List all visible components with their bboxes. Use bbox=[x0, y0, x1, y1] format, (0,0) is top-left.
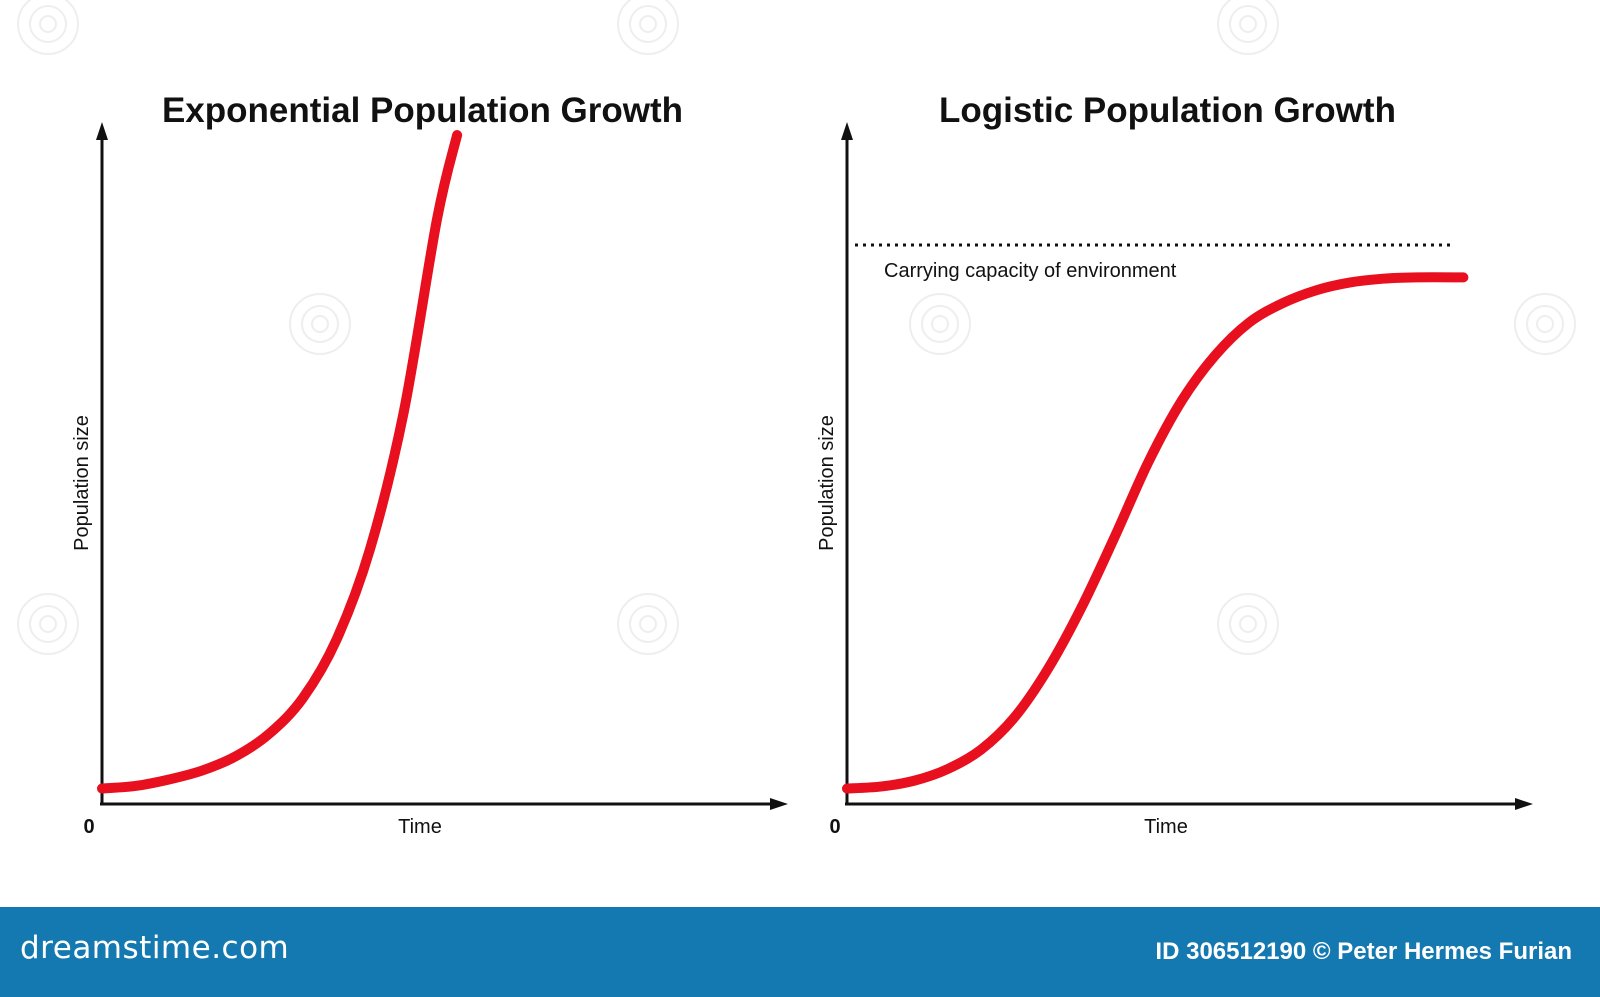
figure: Exponential Population Growth Logistic P… bbox=[17, 0, 1576, 838]
chart-title-logistic: Logistic Population Growth bbox=[939, 91, 1396, 130]
x-axis-arrow bbox=[1515, 798, 1533, 810]
origin-label: 0 bbox=[829, 816, 840, 838]
x-axis-label: Time bbox=[398, 816, 442, 838]
x-axis-label: Time bbox=[1144, 816, 1188, 838]
y-axis-label: Population size bbox=[71, 415, 93, 551]
y-axis-arrow bbox=[96, 122, 108, 140]
image-credit: ID 306512190 © Peter Hermes Furian bbox=[1155, 938, 1572, 965]
brand-logo[interactable]: dreamstime.com bbox=[20, 930, 290, 966]
x-axis-arrow bbox=[770, 798, 788, 810]
growth-curve-line bbox=[97, 130, 463, 794]
chart-title-exponential: Exponential Population Growth bbox=[161, 91, 684, 130]
y-axis-label: Population size bbox=[816, 415, 838, 551]
exponential-chart: Population size Time 0 bbox=[71, 122, 788, 838]
y-axis-arrow bbox=[841, 122, 853, 140]
logistic-chart: Population size Time 0 Carrying capacity… bbox=[816, 122, 1533, 838]
carrying-capacity-label: Carrying capacity of environment bbox=[884, 260, 1177, 282]
footer-bar: dreamstime.com ID 306512190 © Peter Herm… bbox=[0, 907, 1600, 997]
growth-curve-line bbox=[842, 272, 1469, 794]
origin-label: 0 bbox=[83, 816, 94, 838]
